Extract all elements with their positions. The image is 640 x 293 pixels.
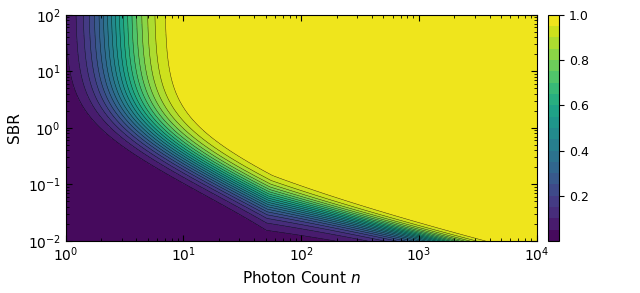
Y-axis label: SBR: SBR — [7, 113, 22, 143]
X-axis label: Photon Count $n$: Photon Count $n$ — [242, 270, 360, 286]
